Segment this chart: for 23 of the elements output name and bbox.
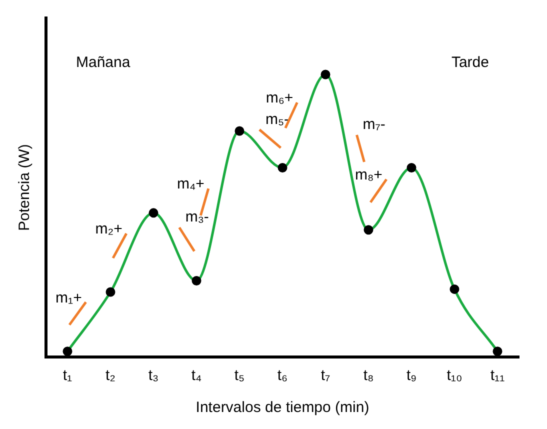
annotation: m₂+ — [95, 220, 123, 238]
x-tick-label: t₅ — [234, 367, 245, 384]
annotation: m₅- — [265, 110, 289, 128]
x-tick-label: t₂ — [106, 367, 116, 384]
annotation: m₄+ — [177, 176, 205, 193]
x-tick-label: t₁₁ — [490, 367, 505, 384]
x-tick-label: t₆ — [277, 367, 288, 384]
annotation: m₈+ — [354, 166, 383, 184]
annotation: m₁+ — [56, 289, 82, 306]
x-tick-label: t₈ — [363, 367, 374, 384]
annotation: m₃- — [185, 208, 209, 226]
x-tick-label: t₉ — [406, 367, 417, 384]
x-axis-title: Intervalos de tiempo (min) — [196, 399, 370, 416]
y-axis-title: Potencia (W) — [16, 144, 34, 231]
annotation: m₇- — [362, 116, 386, 134]
text: Mañana — [76, 54, 131, 72]
x-tick-label: t₄ — [191, 367, 202, 384]
annotation: m₆+ — [266, 90, 294, 107]
x-tick-label: t₁ — [62, 367, 72, 384]
x-tick-label: t₃ — [148, 367, 159, 384]
text: Tarde — [451, 54, 489, 72]
x-tick-label: t₁₀ — [446, 367, 462, 384]
x-tick-label: t₇ — [320, 367, 330, 384]
